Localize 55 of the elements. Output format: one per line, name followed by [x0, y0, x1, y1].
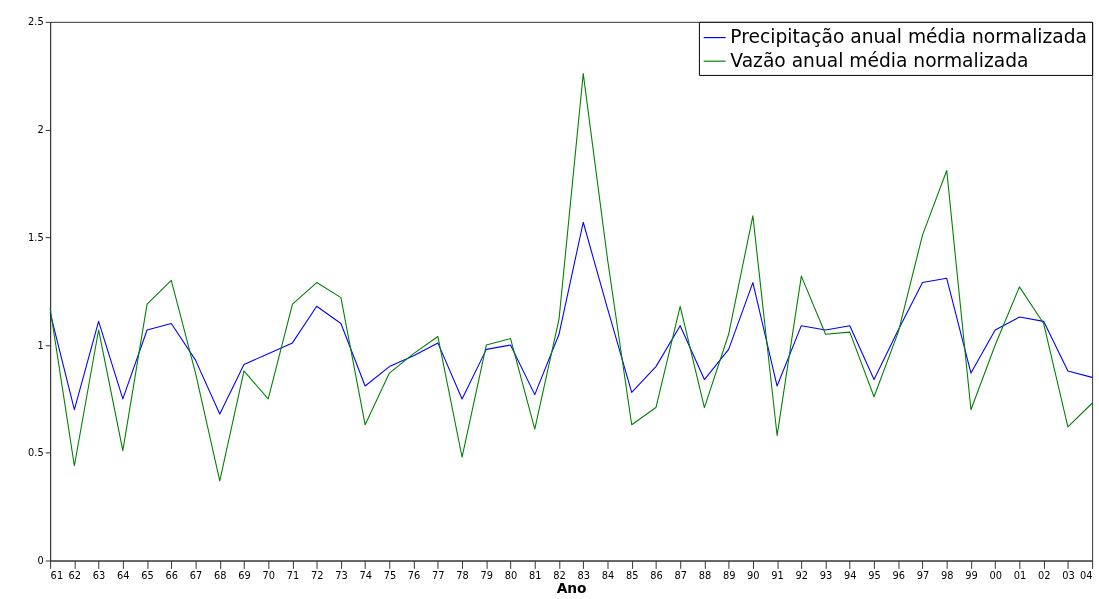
x-tick-label: 99 [965, 569, 978, 581]
x-tick-label: 83 [577, 569, 590, 581]
legend-label: Vazão anual média normalizada [730, 50, 1029, 72]
x-tick-label: 70 [262, 569, 275, 581]
x-axis-title: Ano [556, 580, 587, 597]
x-tick-label: 65 [141, 569, 154, 581]
x-tick-label: 03 [1062, 569, 1075, 581]
x-tick-label: 82 [553, 569, 566, 581]
x-tick-label: 74 [359, 569, 372, 581]
x-tick-label: 61 [50, 569, 64, 581]
x-tick-label: 96 [892, 569, 906, 581]
y-tick-label: 0 [37, 554, 44, 566]
x-tick-label: 94 [844, 569, 857, 581]
x-tick-label: 95 [868, 569, 881, 581]
x-tick-label: 00 [989, 569, 1002, 581]
x-tick-label: 89 [722, 569, 736, 581]
x-tick-label: 76 [407, 569, 421, 581]
x-tick-label: 67 [189, 569, 203, 581]
x-tick-label: 77 [432, 569, 445, 581]
x-tick-label: 84 [601, 569, 615, 581]
x-tick-label: 72 [310, 569, 324, 581]
x-tick-label: 71 [286, 569, 300, 581]
line-series [49, 73, 1093, 482]
y-tick-label: 1 [37, 339, 44, 351]
y-tick-label: 2.5 [28, 16, 44, 28]
x-tick-label: 85 [625, 569, 639, 581]
x-tick-label: 91 [771, 569, 784, 581]
x-tick-label: 92 [795, 569, 809, 581]
x-tick-label: 04 [1080, 569, 1093, 581]
x-tick-label: 75 [383, 569, 397, 581]
x-tick-label: 69 [238, 569, 251, 581]
y-tick-label: 2 [37, 124, 44, 136]
x-tick-label: 80 [504, 569, 518, 581]
x-tick-label: 02 [1037, 569, 1051, 581]
x-tick-label: 79 [480, 569, 494, 581]
x-tick-label: 98 [940, 569, 954, 581]
y-tick-label: 0.5 [28, 447, 44, 459]
x-tick-label: 97 [916, 569, 930, 581]
y-tick-label: 1.5 [28, 231, 44, 243]
x-tick-label: 81 [529, 569, 542, 581]
x-tick-label: 73 [335, 569, 348, 581]
x-tick-label: 88 [698, 569, 712, 581]
x-tick-label: 64 [117, 569, 130, 581]
line-series [49, 221, 1093, 415]
x-tick-label: 78 [456, 569, 469, 581]
x-tick-label: 93 [819, 569, 833, 581]
x-tick-label: 66 [165, 569, 179, 581]
x-tick-label: 63 [92, 569, 106, 581]
legend-label: Precipitação anual média normalizada [730, 26, 1088, 48]
x-tick-label: 62 [68, 569, 82, 581]
x-tick-label: 86 [650, 569, 663, 581]
x-tick-label: 90 [747, 569, 760, 581]
x-tick-label: 87 [674, 569, 687, 581]
x-tick-label: 68 [213, 569, 227, 581]
x-tick-label: 01 [1013, 569, 1027, 581]
